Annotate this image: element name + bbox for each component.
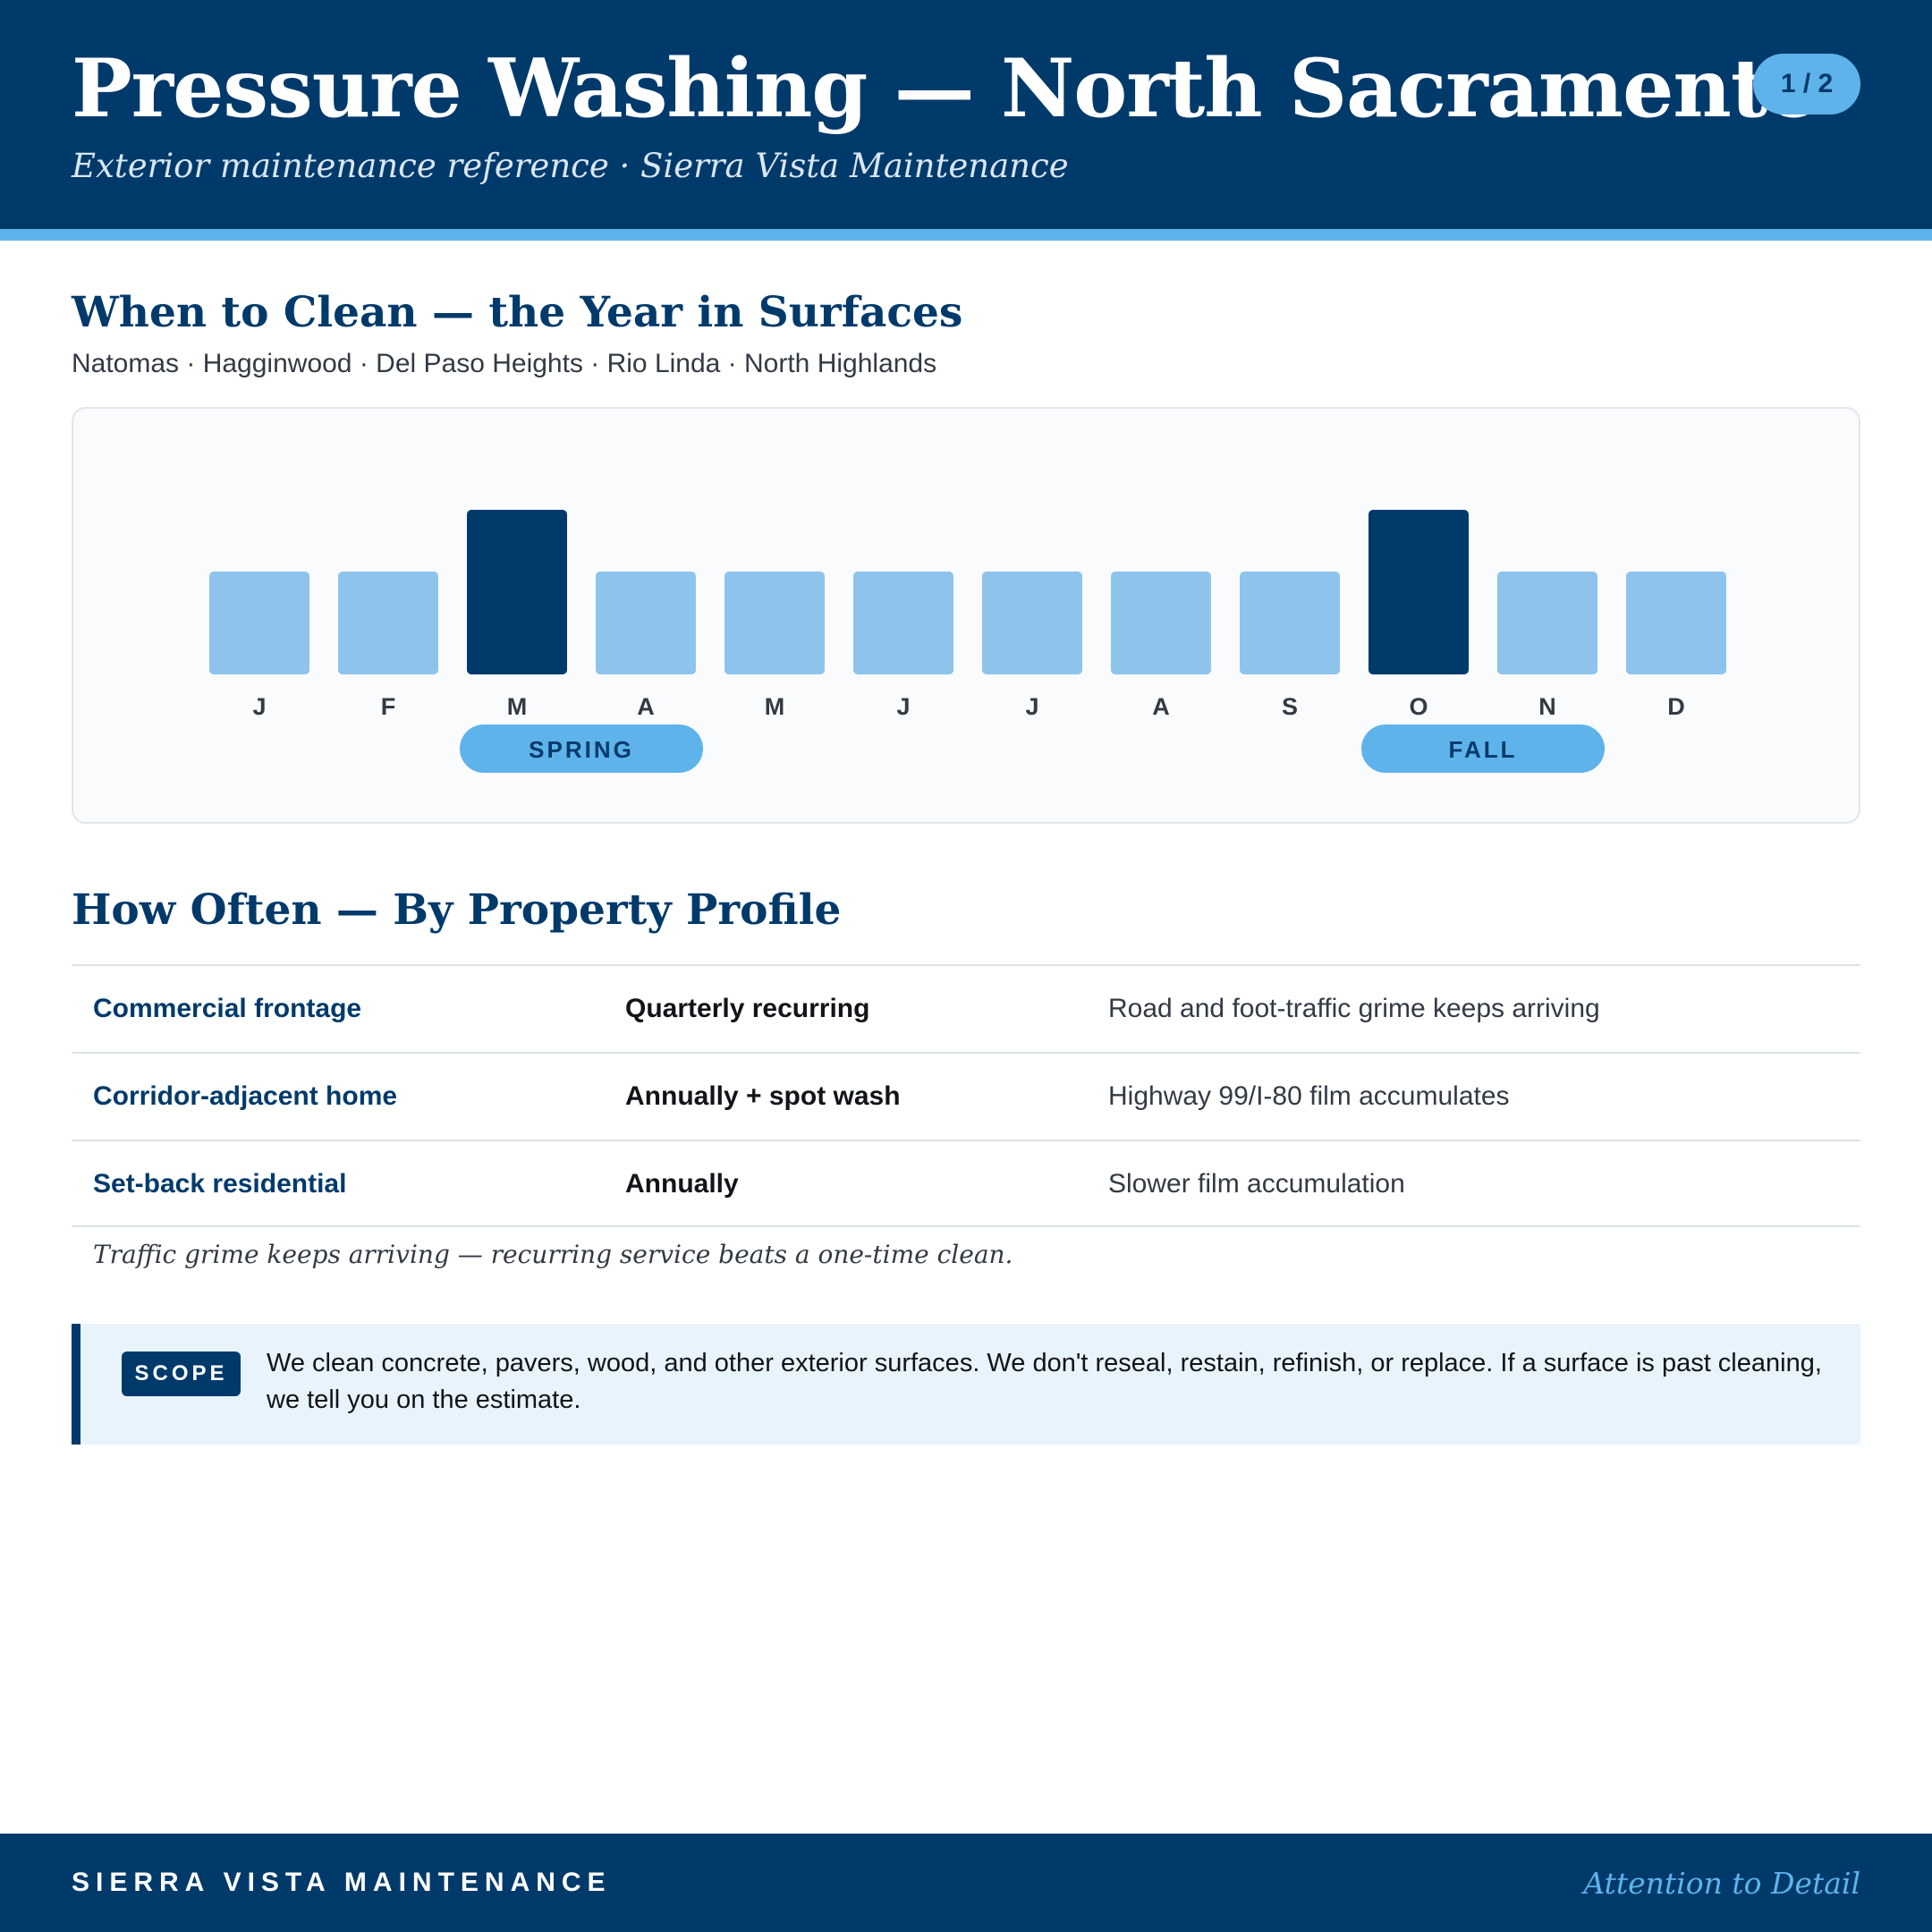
profile-cell: Set-back residential [93,1169,347,1199]
frequency-footnote: Traffic grime keeps arriving — recurring… [93,1240,1013,1269]
month-bar [853,572,953,674]
seasonal-bar-chart: J F M A M J J A S O N D SPRING FALL [209,510,1726,773]
month-bar [1240,572,1340,674]
interval-cell: Annually [625,1169,739,1199]
month-bar [209,572,309,674]
month-bar [724,572,825,674]
month-tick-label: N [1538,693,1556,720]
seasonal-chart-card: J F M A M J J A S O N D SPRING FALL [72,407,1860,824]
month-bar [596,572,696,674]
month-tick-label: O [1409,693,1428,720]
season-pill [1361,724,1605,773]
season-label: SPRING [529,736,634,763]
page-indicator-badge[interactable]: 1 / 2 [1753,54,1860,114]
header-accent-rule [0,229,1932,241]
scope-tag: SCOPE [122,1352,241,1396]
month-tick-label: F [381,693,396,720]
month-bar [1626,572,1726,674]
month-tick-label: M [765,693,785,720]
month-tick-label: M [507,693,528,720]
header-banner: Pressure Washing — North Sacramento Exte… [0,0,1932,229]
month-tick-label: J [896,693,910,720]
month-tick-label: A [1152,693,1170,720]
season-label: FALL [1449,736,1518,763]
table-row: Commercial frontage Quarterly recurring … [72,964,1860,1052]
month-bar [338,572,438,674]
table-row: Set-back residential Annually Slower fil… [72,1140,1860,1227]
interval-cell: Annually + spot wash [625,1081,901,1111]
footer-brand: SIERRA VISTA MAINTENANCE [72,1868,612,1897]
profile-cell: Corridor-adjacent home [93,1081,398,1111]
timing-heading: When to Clean — the Year in Surfaces [72,288,963,337]
month-bar [1111,572,1211,674]
reason-cell: Highway 99/I-80 film accumulates [1108,1081,1510,1111]
service-areas: Natomas · Hagginwood · Del Paso Heights … [72,349,937,378]
table-row: Corridor-adjacent home Annually + spot w… [72,1052,1860,1140]
month-bar [1497,572,1597,674]
frequency-heading: How Often — By Property Profile [72,886,842,935]
month-tick-label: J [252,693,266,720]
scope-callout: SCOPE We clean concrete, pavers, wood, a… [72,1324,1860,1445]
profile-cell: Commercial frontage [93,994,362,1023]
month-bar [1368,510,1469,674]
scope-text: We clean concrete, pavers, wood, and oth… [267,1349,1822,1414]
month-tick-label: D [1667,693,1685,720]
footer-banner: SIERRA VISTA MAINTENANCE Attention to De… [0,1834,1932,1932]
season-pill [460,724,703,773]
interval-cell: Quarterly recurring [625,994,870,1023]
month-bar [982,572,1082,674]
page-title: Pressure Washing — North Sacramento [72,41,1820,136]
month-tick-label: A [637,693,655,720]
month-tick-label: J [1025,693,1038,720]
month-tick-label: S [1282,693,1298,720]
page-subtitle: Exterior maintenance reference · Sierra … [72,147,1069,185]
footer-tagline: Attention to Detail [1583,1865,1860,1901]
month-bar [467,510,567,674]
reason-cell: Slower film accumulation [1108,1169,1405,1199]
frequency-table: Commercial frontage Quarterly recurring … [72,964,1860,1227]
reason-cell: Road and foot-traffic grime keeps arrivi… [1108,994,1600,1023]
